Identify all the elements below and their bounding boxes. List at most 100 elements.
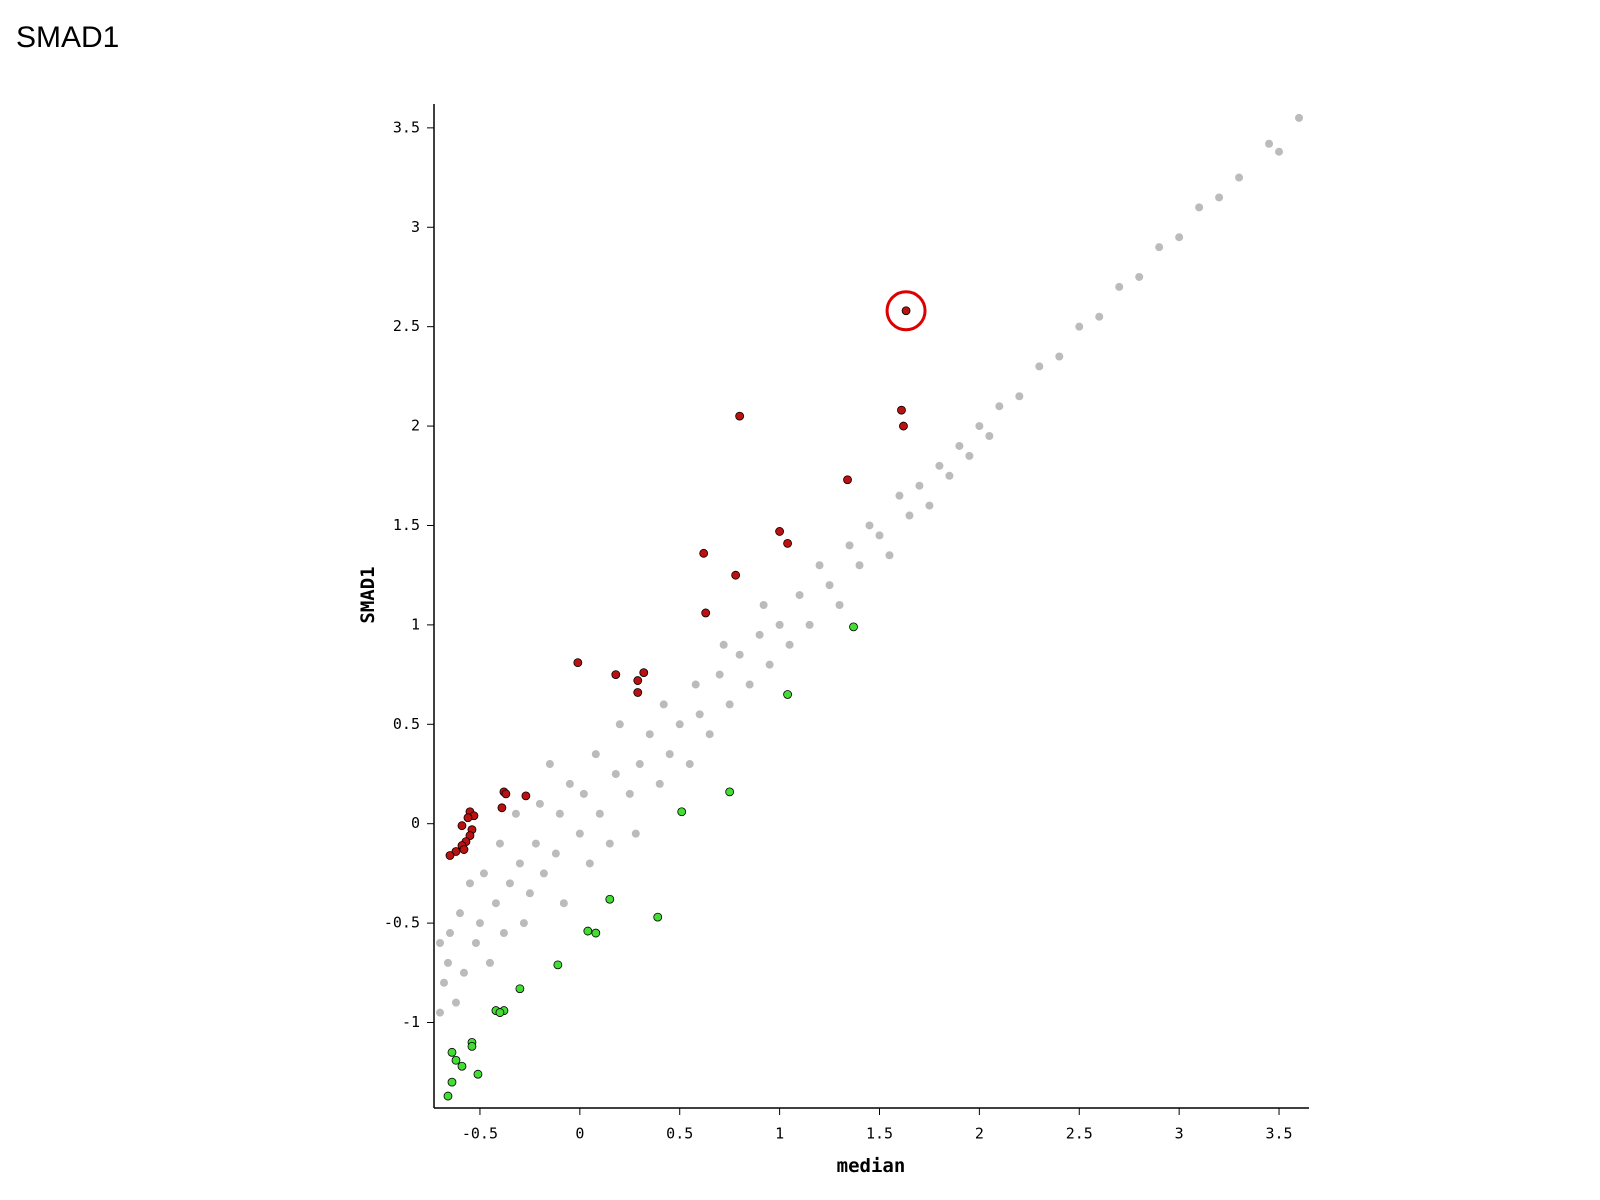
point: [458, 822, 466, 830]
point: [760, 601, 768, 609]
point: [536, 800, 544, 808]
y-tick-label: 1: [411, 615, 420, 633]
point: [826, 581, 834, 589]
point: [1215, 193, 1223, 201]
point: [584, 927, 592, 935]
point: [636, 760, 644, 768]
point: [746, 681, 754, 689]
point: [554, 961, 562, 969]
point: [516, 985, 524, 993]
point: [496, 840, 504, 848]
point: [706, 730, 714, 738]
point: [1155, 243, 1163, 251]
point: [560, 899, 568, 907]
point: [436, 939, 444, 947]
point: [796, 591, 804, 599]
point: [640, 669, 648, 677]
point: [592, 929, 600, 937]
point: [1135, 273, 1143, 281]
point: [506, 879, 514, 887]
point: [756, 631, 764, 639]
x-tick-label: 1.5: [866, 1125, 893, 1143]
y-tick-label: 3.5: [393, 118, 420, 136]
x-tick-label: 0: [575, 1125, 584, 1143]
point: [696, 710, 704, 718]
point: [472, 939, 480, 947]
point: [1235, 174, 1243, 182]
point: [606, 895, 614, 903]
y-tick-label: -1: [402, 1013, 420, 1031]
point: [520, 919, 528, 927]
point: [446, 929, 454, 937]
point: [460, 969, 468, 977]
point: [522, 792, 530, 800]
point: [612, 671, 620, 679]
point: [1115, 283, 1123, 291]
x-tick-label: 2: [975, 1125, 984, 1143]
point: [586, 859, 594, 867]
point: [784, 539, 792, 547]
x-axis-label: median: [837, 1155, 906, 1177]
point: [502, 790, 510, 798]
y-tick-label: 0: [411, 814, 420, 832]
point: [905, 512, 913, 520]
point: [660, 700, 668, 708]
point: [935, 462, 943, 470]
point: [666, 750, 674, 758]
point: [464, 814, 472, 822]
point: [452, 1056, 460, 1064]
point: [816, 561, 824, 569]
point: [1055, 352, 1063, 360]
point: [766, 661, 774, 669]
point: [474, 1070, 482, 1078]
point: [915, 482, 923, 490]
point: [556, 810, 564, 818]
point: [1265, 140, 1273, 148]
point: [806, 621, 814, 629]
point: [516, 859, 524, 867]
y-tick-label: 1.5: [393, 516, 420, 534]
point: [500, 929, 508, 937]
point: [436, 1009, 444, 1017]
point: [456, 909, 464, 917]
point: [1175, 233, 1183, 241]
x-tick-label: -0.5: [462, 1125, 498, 1143]
chart-title: SMAD1: [16, 21, 119, 54]
point: [476, 919, 484, 927]
point: [850, 623, 858, 631]
point: [700, 549, 708, 557]
y-tick-label: -0.5: [384, 914, 420, 932]
point: [776, 527, 784, 535]
point: [895, 492, 903, 500]
point: [885, 551, 893, 559]
point: [452, 999, 460, 1007]
y-tick-label: 2: [411, 417, 420, 435]
point: [1095, 313, 1103, 321]
point: [468, 1042, 476, 1050]
point: [844, 476, 852, 484]
point: [736, 412, 744, 420]
point: [566, 780, 574, 788]
point: [836, 601, 844, 609]
point: [574, 659, 582, 667]
point: [444, 959, 452, 967]
point: [592, 750, 600, 758]
chart: SMAD1 median SMAD1 -0.500.511.522.533.5-…: [0, 0, 1600, 1200]
point: [786, 641, 794, 649]
point: [1015, 392, 1023, 400]
point: [458, 1062, 466, 1070]
point: [846, 541, 854, 549]
point: [692, 681, 700, 689]
point: [702, 609, 710, 617]
point: [634, 688, 642, 696]
point: [784, 690, 792, 698]
point: [965, 452, 973, 460]
point: [576, 830, 584, 838]
point: [596, 810, 604, 818]
point: [975, 422, 983, 430]
point: [1195, 203, 1203, 211]
x-tick-label: 3.5: [1265, 1125, 1292, 1143]
point: [897, 406, 905, 414]
point: [498, 804, 506, 812]
point: [440, 979, 448, 987]
